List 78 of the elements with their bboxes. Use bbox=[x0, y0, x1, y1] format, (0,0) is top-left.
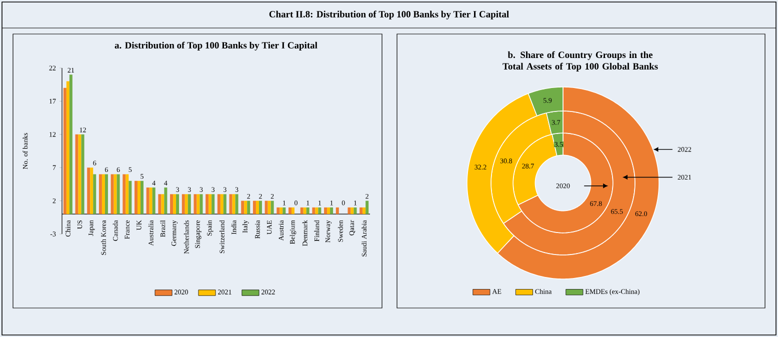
bar bbox=[324, 207, 328, 214]
bar bbox=[280, 207, 283, 214]
bar bbox=[268, 200, 271, 214]
bar bbox=[78, 134, 82, 214]
bar bbox=[164, 188, 168, 214]
bar bbox=[306, 207, 310, 214]
bar bbox=[102, 174, 105, 214]
bar bbox=[336, 207, 339, 214]
bar bbox=[93, 174, 96, 214]
bar bbox=[318, 207, 322, 214]
bar bbox=[200, 194, 203, 214]
bar bbox=[244, 200, 248, 214]
bar bbox=[114, 174, 117, 214]
bar bbox=[258, 200, 262, 214]
bar bbox=[170, 194, 174, 214]
bar bbox=[128, 180, 132, 214]
bar bbox=[208, 194, 212, 214]
bar bbox=[98, 174, 102, 214]
bar bbox=[158, 194, 162, 214]
bar bbox=[122, 174, 126, 214]
bar bbox=[315, 207, 318, 214]
bar bbox=[256, 200, 259, 214]
bar bbox=[126, 174, 129, 214]
bar bbox=[176, 194, 180, 214]
bar bbox=[188, 194, 191, 214]
bar bbox=[350, 207, 354, 214]
bar bbox=[348, 207, 351, 214]
bar bbox=[140, 180, 144, 214]
bar bbox=[232, 194, 236, 214]
bar bbox=[66, 81, 70, 214]
bar bbox=[300, 207, 304, 214]
bar bbox=[81, 134, 84, 214]
bar bbox=[229, 194, 232, 214]
bar bbox=[362, 207, 366, 214]
bar bbox=[312, 207, 316, 214]
bar bbox=[90, 168, 94, 214]
bar bbox=[146, 188, 150, 214]
bar bbox=[330, 207, 334, 214]
bar bbox=[247, 200, 250, 214]
bar bbox=[220, 194, 224, 214]
bar bbox=[87, 168, 90, 214]
bar bbox=[252, 200, 256, 214]
bar bbox=[149, 188, 152, 214]
bar bbox=[173, 194, 176, 214]
bar bbox=[354, 207, 357, 214]
bar bbox=[212, 194, 215, 214]
bar bbox=[223, 194, 226, 214]
bar bbox=[270, 200, 274, 214]
bar bbox=[194, 194, 197, 214]
bar bbox=[116, 174, 120, 214]
bar bbox=[63, 88, 66, 214]
bar bbox=[206, 194, 209, 214]
chart-subtitle: a. Distribution of Top 100 Banks by Tier I Capital bbox=[114, 42, 318, 50]
bar bbox=[152, 188, 156, 214]
bar bbox=[360, 207, 363, 214]
bar bbox=[264, 200, 268, 214]
bar bbox=[161, 194, 164, 214]
bar bbox=[69, 74, 72, 214]
chart-title: b. Share of Country Groups in the Total Assets of Top 100 Global Banks bbox=[502, 51, 658, 72]
bar bbox=[241, 200, 244, 214]
bar bbox=[288, 207, 292, 214]
bar bbox=[327, 207, 330, 214]
bar bbox=[134, 180, 138, 214]
bar bbox=[75, 134, 78, 214]
bar bbox=[366, 200, 369, 214]
bar bbox=[303, 207, 306, 214]
bar bbox=[196, 194, 200, 214]
bar bbox=[276, 207, 280, 214]
bar bbox=[110, 174, 114, 214]
bar bbox=[292, 207, 295, 214]
bar bbox=[138, 180, 140, 214]
bar bbox=[182, 194, 185, 214]
text: Chart II.8: Distribution of Top 100 Banks by Tier I Capital bbox=[269, 10, 509, 20]
bar bbox=[184, 194, 188, 214]
bar bbox=[217, 194, 220, 214]
bar bbox=[104, 174, 108, 214]
bar bbox=[282, 207, 286, 214]
bar bbox=[235, 194, 238, 214]
